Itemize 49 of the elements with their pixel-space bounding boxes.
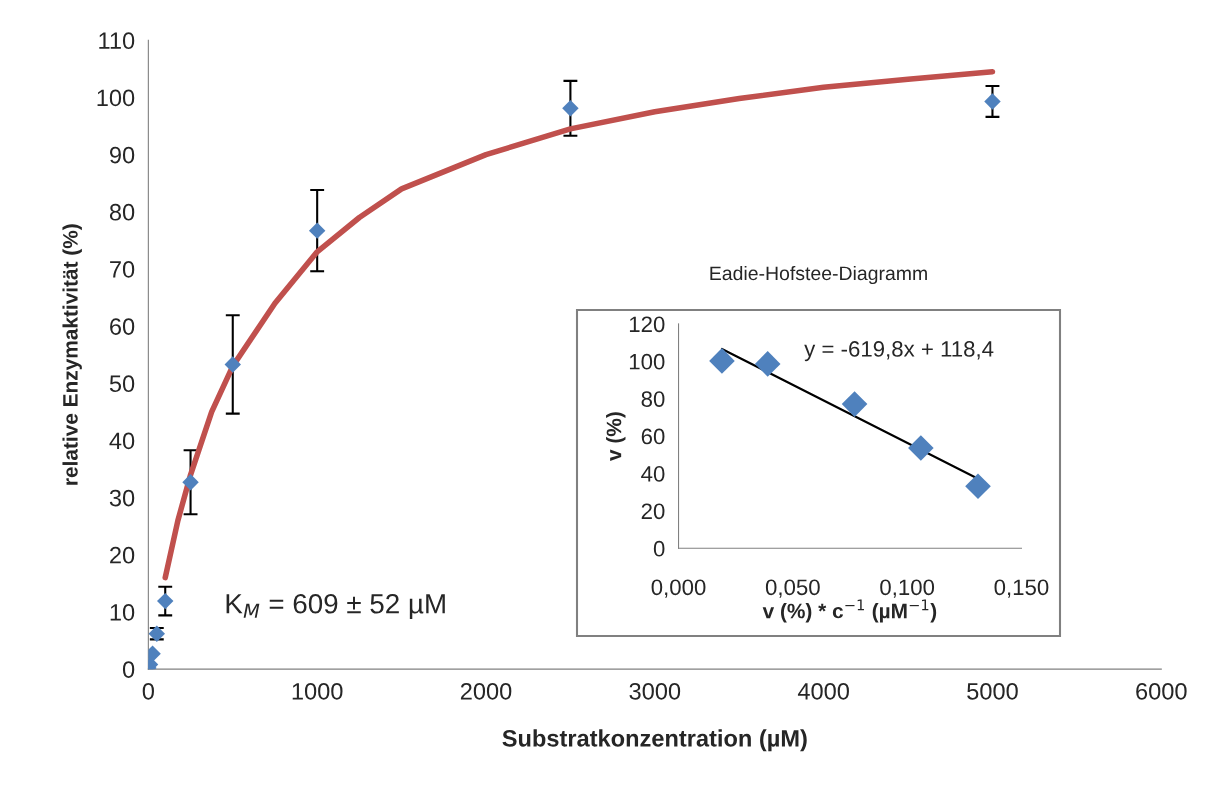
x-axis-title: v (%) * c$^{−1}$ (µM$^{−1}$) [762, 599, 937, 623]
point [965, 473, 991, 499]
x-tick-label: 0 [142, 682, 154, 700]
point [984, 93, 1001, 110]
y-tick-label: 10 [110, 604, 135, 621]
x-tick-label: 0,150 [994, 579, 1049, 598]
y-tick-label: 80 [109, 203, 135, 221]
y-tick-label: 20 [641, 503, 665, 520]
y-axis-title: v (%) [606, 412, 626, 461]
y-tick-label: 40 [109, 432, 135, 450]
y-tick-label: 50 [109, 375, 135, 393]
x-tick-label: 0,100 [880, 579, 935, 598]
annotation: K$_{M}$ = 609 ± 52 µM [226, 593, 445, 620]
annotation: y = -619,8x + 118,4 [804, 341, 994, 362]
x-tick-label: 1000 [292, 682, 343, 700]
point [148, 625, 166, 642]
point [308, 222, 326, 239]
y-tick-label: 60 [641, 428, 665, 445]
x-tick-label: 0,050 [765, 579, 820, 598]
point [182, 473, 199, 491]
y-tick-label: 100 [97, 89, 135, 107]
point [841, 391, 868, 417]
point [224, 356, 241, 373]
point [157, 592, 174, 610]
y-tick-label: 80 [641, 391, 665, 407]
x-axis-title: Substratkonzentration (µM) [502, 729, 807, 752]
y-tick-label: 70 [110, 261, 135, 278]
x-tick-label: 2000 [460, 682, 512, 700]
y-tick-label: 110 [99, 32, 135, 50]
point [754, 351, 781, 377]
y-axis-title: relative Enzymaktivität (%) [62, 224, 82, 485]
x-tick-label: 6000 [1136, 682, 1187, 700]
y-tick-label: 60 [110, 318, 135, 335]
y-tick-label: 120 [629, 316, 665, 333]
point [709, 348, 735, 374]
y-tick-label: 0 [653, 540, 665, 557]
y-tick-label: 100 [629, 353, 665, 370]
x-tick-label: 4000 [797, 682, 849, 700]
x-tick-label: 5000 [967, 682, 1018, 700]
x-tick-label: 3000 [629, 682, 681, 700]
point [908, 435, 934, 461]
chart-title: Eadie-Hofstee-Diagramm [710, 265, 927, 285]
y-tick-label: 30 [109, 489, 135, 507]
y-tick-label: 90 [110, 146, 135, 164]
y-tick-label: 20 [110, 546, 135, 564]
y-tick-label: 40 [641, 466, 665, 482]
point [562, 100, 579, 117]
y-tick-label: 0 [122, 661, 135, 678]
x-tick-label: 0,000 [651, 579, 706, 598]
